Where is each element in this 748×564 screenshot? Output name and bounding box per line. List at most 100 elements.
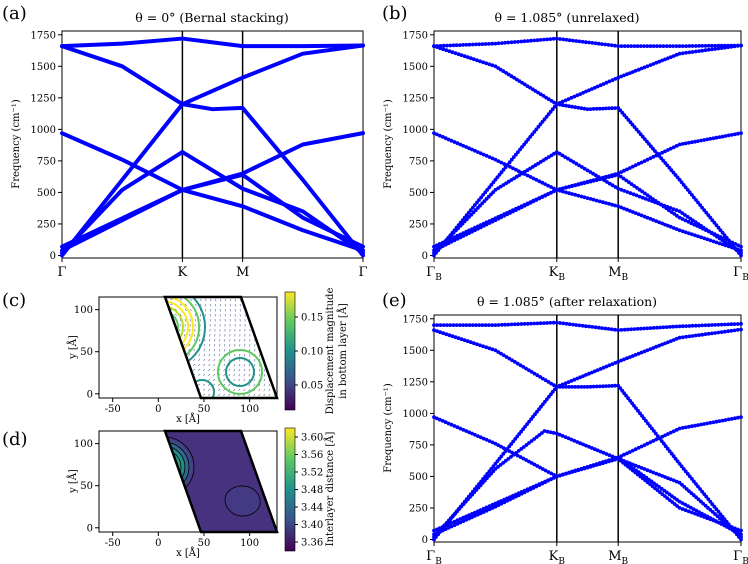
band-point [505,496,509,501]
displacement-arrow [177,363,181,366]
band-point [478,508,483,512]
displacement-arrow [172,383,176,385]
displacement-arrow [167,343,171,346]
y-tick-label-e-2: 500 [409,472,428,483]
band-point [588,464,593,469]
band-point [660,58,664,63]
band-point [711,136,716,141]
displacement-arrow [182,373,186,376]
band-point [529,439,534,443]
band-point [607,459,611,464]
displacement-arrow [179,318,182,322]
band-point [697,44,701,48]
displacement-arrow [177,358,181,361]
band-point [633,352,638,357]
band-point [483,42,488,46]
band-point [710,323,714,327]
displacement-arrow [174,313,178,317]
band-point [700,48,705,53]
band-series-a-0 [60,36,365,49]
band-point [452,235,457,240]
displacement-arrow [217,388,221,391]
band-point [596,325,601,330]
band-point [674,336,679,341]
band-point [661,44,666,48]
displacement-arrow [243,353,246,357]
displacement-arrow [234,308,236,312]
x-tick-label-e-2: MB [608,549,628,564]
band-point [446,238,451,242]
band-point [668,339,673,343]
band-point [658,44,663,48]
band-point [455,518,460,523]
band-point [521,365,526,369]
y-tick-label-b-5: 1250 [403,93,428,104]
band-point [441,323,446,327]
band-point [566,156,570,161]
band-point [572,94,577,99]
displacement-arrow [234,343,236,347]
displacement-arrow [207,393,211,396]
band-point [654,471,659,476]
displacement-arrow [177,383,181,386]
band-point [524,443,529,447]
band-point [522,39,527,44]
band-point [534,177,539,182]
band-point [584,89,588,94]
band-point [467,146,471,151]
band-point [517,79,522,83]
displacement-arrow [224,308,226,312]
displacement-field [165,297,277,398]
band-point [569,437,574,442]
band-point [503,40,507,45]
band-point [454,43,459,48]
band-point [601,461,605,466]
band-point [543,479,547,484]
band-point [578,375,583,380]
band-point [473,510,477,515]
colorbar-label-c-line2: in bottom layer [Å] [337,303,349,399]
band-point [490,156,495,161]
displacement-arrow [182,378,186,381]
band-point [487,504,492,508]
band-point [458,517,463,521]
band-point [664,325,669,329]
y-tick-label-b-2: 500 [409,188,428,199]
band-point [573,183,578,188]
band-point [628,166,632,170]
band-series-e-1 [432,327,743,389]
band-point [566,97,571,101]
band-point [472,57,476,62]
band-point [546,192,550,196]
band-point [677,426,682,431]
band-point [435,416,439,421]
band-point [520,145,524,149]
displacement-arrow [192,383,196,386]
band-point [635,327,640,331]
band-point [479,195,483,200]
displacement-arrow [253,393,256,397]
displacement-arrow [233,368,236,372]
band-point [449,521,454,525]
displacement-arrow [182,383,186,386]
band-point [464,145,469,149]
band-point [435,527,439,532]
band-point [702,236,707,241]
band-point [435,323,440,327]
band-point [687,190,692,195]
displacement-arrow [253,358,256,362]
displacement-arrow [184,333,186,337]
band-point [637,194,642,199]
band-point [458,520,463,525]
band-point [651,62,656,66]
band-point [693,333,698,338]
band-point [493,157,498,162]
band-point [607,79,612,84]
band-point [640,195,645,200]
band-series-b-4 [432,150,743,255]
displacement-arrow [208,353,211,357]
band-point [713,331,717,335]
band-point [514,167,518,172]
x-tick-label-b-0: ΓB [426,265,442,283]
band-point [628,191,633,196]
